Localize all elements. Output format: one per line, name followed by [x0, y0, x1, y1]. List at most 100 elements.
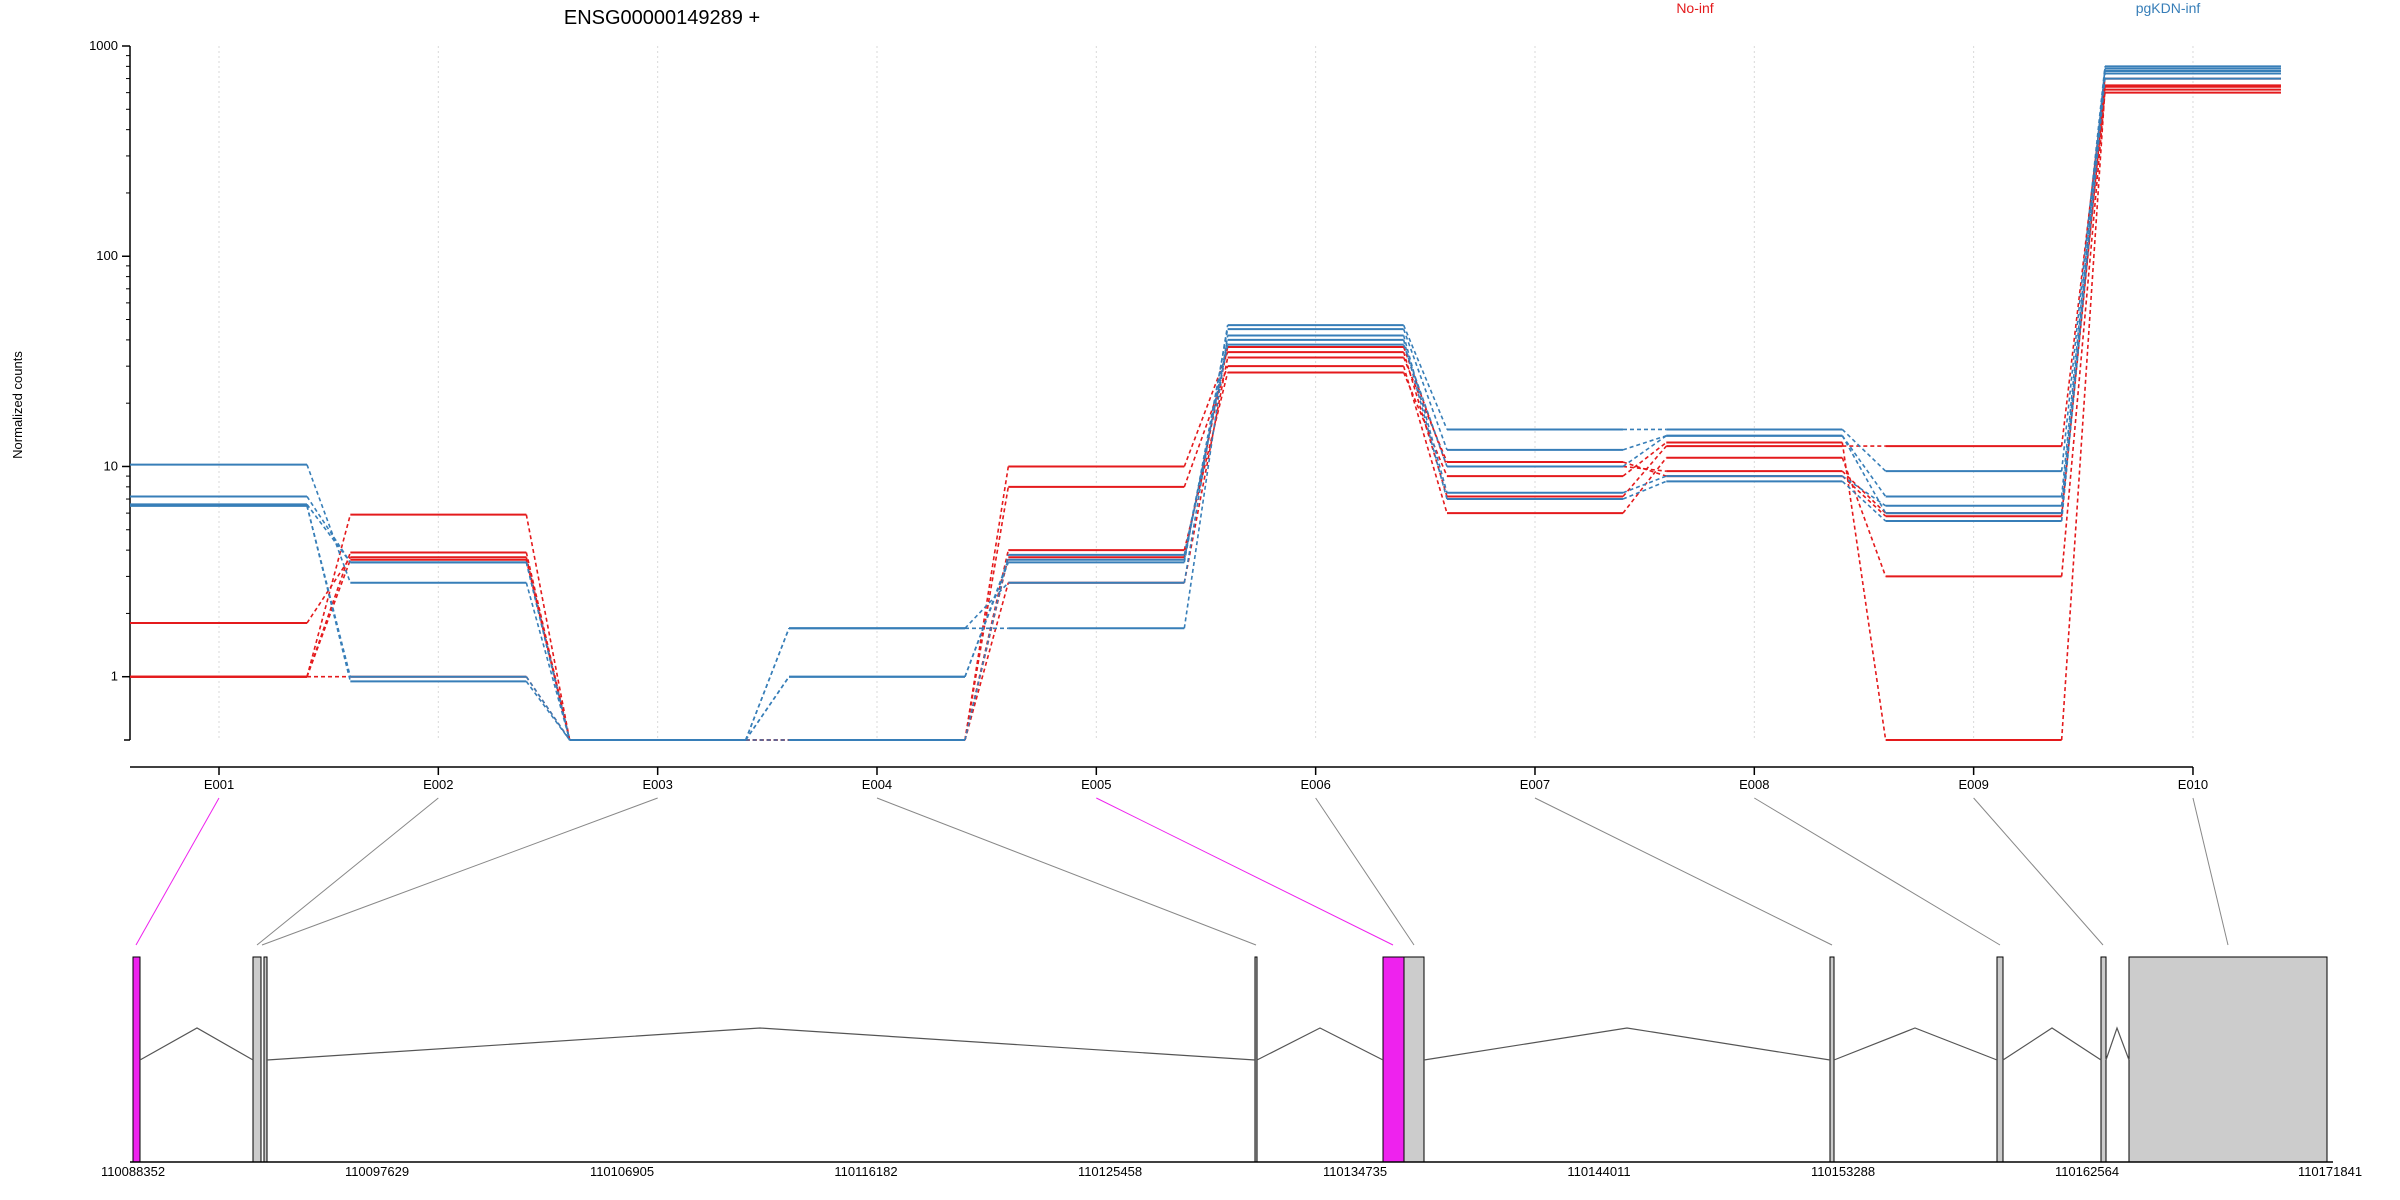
series-transition	[1402, 339, 1448, 500]
y-tick-label: 10	[104, 458, 118, 473]
series-transition	[1622, 457, 1667, 514]
series-transition	[1841, 442, 1887, 741]
exon-block	[1403, 956, 1425, 1163]
intron-line	[2002, 1027, 2102, 1061]
connector-e005	[1096, 797, 1394, 946]
series-transition	[525, 676, 571, 741]
series-transition	[306, 505, 352, 682]
series-transition	[1402, 335, 1448, 493]
series-transition	[1402, 344, 1448, 467]
genomic-coordinate-label: 110134735	[1323, 1164, 1387, 1179]
x-tick-label-e009: E009	[1958, 777, 1988, 792]
series-transition	[306, 552, 352, 677]
series-transition	[1183, 351, 1229, 467]
series-transition	[964, 466, 1010, 741]
series-transition	[1622, 475, 1667, 494]
genomic-coordinate-label: 110125458	[1078, 1164, 1142, 1179]
genomic-coordinate-label: 110153288	[1811, 1164, 1875, 1179]
legend-no-inf: No-inf	[1676, 0, 1713, 16]
genomic-coordinate-label: 110116182	[834, 1164, 897, 1179]
series-10	[130, 77, 2281, 741]
series-transition	[744, 676, 790, 741]
series-transition	[744, 627, 790, 741]
x-tick-label-e008: E008	[1739, 777, 1769, 792]
x-tick-label-e003: E003	[642, 777, 672, 792]
series-1	[130, 77, 2281, 741]
connector-e003	[261, 797, 658, 946]
series-transition	[1841, 480, 1887, 522]
intron-line	[1256, 1027, 1384, 1061]
y-axis-label: Normalized counts	[10, 351, 25, 459]
x-tick-label-e010: E010	[2178, 777, 2208, 792]
x-tick-label-e007: E007	[1520, 777, 1550, 792]
exon-block	[1829, 956, 1835, 1163]
series-transition	[2060, 78, 2106, 514]
genomic-coordinate-label: 110106905	[590, 1164, 654, 1179]
exon-block	[1382, 956, 1405, 1163]
series-transition	[1841, 475, 1887, 507]
series-8	[130, 70, 2281, 741]
series-transition	[964, 582, 1010, 741]
series-transition	[1841, 428, 1887, 472]
genomic-coordinate-label: 110144011	[1567, 1164, 1630, 1179]
connector-e001	[135, 797, 220, 946]
connector-e007	[1534, 797, 1833, 946]
y-tick-label: 1	[111, 669, 118, 684]
axes: 1 10 100 1000 E001 E002 E003 E004 E005 E006 E007 E0…	[89, 38, 2208, 792]
series-transition	[1183, 328, 1229, 563]
gene-model: 110088352 110097629 110106905 110116182 1101…	[101, 956, 2362, 1179]
exon-connectors	[135, 797, 2229, 946]
genomic-coordinate-label: 110088352	[101, 1164, 165, 1179]
series-transition	[1622, 435, 1667, 468]
y-tick-label: 100	[96, 248, 118, 263]
x-tick-label-e001: E001	[204, 777, 234, 792]
exon-block	[1996, 956, 2004, 1163]
intron-line	[1833, 1027, 1998, 1061]
genomic-coordinate-label: 110162564	[2055, 1164, 2119, 1179]
series-transition	[1183, 344, 1229, 555]
intron-line	[266, 1027, 1256, 1061]
series-2	[130, 91, 2281, 741]
connector-e010	[2192, 797, 2229, 946]
series-transition	[1402, 365, 1448, 514]
connector-e002	[256, 797, 439, 946]
exon-block	[2100, 956, 2107, 1163]
series-transition	[1183, 365, 1229, 488]
exon-block	[132, 956, 141, 1163]
series-7	[130, 67, 2281, 741]
series-lines	[130, 65, 2281, 741]
series-transition	[1622, 461, 1667, 477]
y-tick-label: 1000	[89, 38, 118, 53]
series-transition	[1622, 434, 1667, 451]
series-transition	[964, 559, 1010, 677]
series-transition	[2060, 89, 2106, 741]
exon-block	[252, 956, 262, 1163]
series-transition	[1402, 324, 1448, 430]
exon-block	[1254, 956, 1258, 1163]
genomic-coordinate-label: 110171841	[2298, 1164, 2362, 1179]
series-6	[130, 65, 2281, 741]
series-transition	[1402, 372, 1448, 477]
series-transition	[306, 556, 351, 624]
series-transition	[525, 562, 571, 741]
series-3	[130, 88, 2281, 741]
chart-title: ENSG00000149289 +	[564, 7, 760, 29]
series-transition	[306, 464, 352, 583]
connector-e008	[1754, 797, 2001, 946]
legend-pgkdn-inf: pgKDN-inf	[2136, 0, 2201, 16]
connector-e006	[1315, 797, 1415, 946]
intron-line	[139, 1027, 254, 1061]
series-transition	[2060, 92, 2106, 577]
series-transition	[1622, 480, 1667, 500]
series-transition	[2060, 86, 2106, 517]
series-9	[130, 72, 2281, 741]
series-transition	[1841, 475, 1887, 517]
series-transition	[1183, 335, 1229, 629]
series-transition	[525, 582, 571, 741]
intron-line	[2105, 1026, 2130, 1061]
connector-e004	[876, 797, 1257, 946]
series-transition	[1841, 470, 1887, 514]
series-transition	[1622, 441, 1667, 477]
series-transition	[964, 486, 1010, 741]
